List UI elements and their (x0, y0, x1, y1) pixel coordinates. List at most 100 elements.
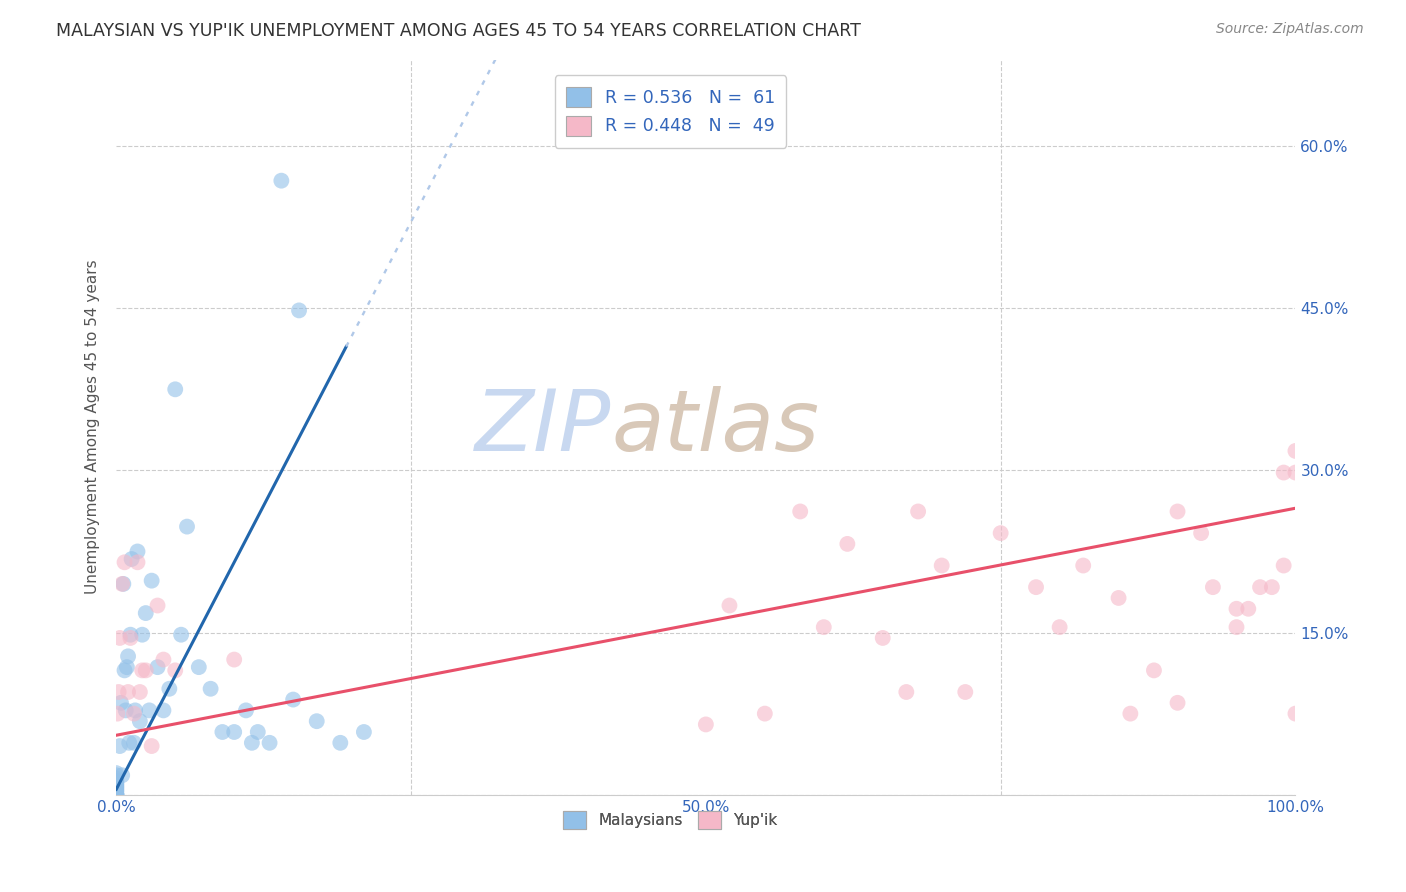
Point (146, 660, 169, 674)
Point (108, 739, 131, 753)
Point (246, 725, 269, 739)
Point (718, 599, 741, 613)
Point (118, 736, 141, 750)
Point (1249, 580, 1271, 594)
Point (1119, 706, 1142, 721)
Point (837, 537, 859, 551)
Point (1284, 444, 1306, 458)
Point (187, 660, 209, 674)
Point (1108, 591, 1130, 605)
Point (105, 788, 128, 802)
Legend: Malaysians, Yup'ik: Malaysians, Yup'ik (554, 802, 787, 838)
Point (108, 631, 131, 645)
Point (131, 664, 153, 678)
Point (105, 766, 128, 780)
Point (105, 788, 128, 802)
Point (105, 788, 128, 802)
Text: atlas: atlas (612, 385, 820, 468)
Point (1261, 580, 1284, 594)
Point (105, 781, 128, 796)
Point (110, 696, 132, 710)
Y-axis label: Unemployment Among Ages 45 to 54 years: Unemployment Among Ages 45 to 54 years (86, 260, 100, 594)
Point (105, 773, 128, 788)
Point (128, 685, 150, 699)
Point (329, 736, 352, 750)
Point (288, 303, 311, 318)
Point (105, 778, 128, 792)
Point (105, 785, 128, 799)
Point (896, 685, 918, 699)
Point (157, 681, 180, 696)
Text: MALAYSIAN VS YUP'IK UNEMPLOYMENT AMONG AGES 45 TO 54 YEARS CORRELATION CHART: MALAYSIAN VS YUP'IK UNEMPLOYMENT AMONG A… (56, 22, 860, 40)
Point (224, 652, 246, 666)
Point (127, 544, 149, 558)
Text: Source: ZipAtlas.com: Source: ZipAtlas.com (1216, 22, 1364, 37)
Point (122, 736, 145, 750)
Point (105, 776, 128, 790)
Point (1049, 620, 1071, 634)
Point (152, 703, 174, 717)
Point (117, 649, 139, 664)
Point (754, 706, 776, 721)
Point (111, 577, 134, 591)
Point (105, 788, 128, 802)
Point (105, 777, 128, 791)
Point (105, 788, 128, 802)
Point (1237, 601, 1260, 615)
Point (107, 706, 129, 721)
Point (127, 555, 149, 569)
Point (105, 774, 128, 789)
Point (240, 736, 263, 750)
Point (1025, 580, 1047, 594)
Point (121, 552, 143, 566)
Point (117, 685, 139, 699)
Point (955, 685, 977, 699)
Point (1143, 664, 1166, 678)
Point (695, 717, 717, 731)
Point (813, 620, 835, 634)
Point (112, 577, 135, 591)
Point (235, 703, 257, 717)
Point (114, 703, 136, 717)
Point (1167, 504, 1189, 518)
Point (200, 681, 222, 696)
Point (105, 780, 128, 794)
Point (305, 714, 328, 729)
Point (789, 504, 811, 518)
Point (120, 631, 142, 645)
Point (135, 664, 157, 678)
Point (107, 685, 129, 699)
Point (105, 783, 128, 797)
Point (146, 599, 169, 613)
Point (114, 555, 136, 569)
Point (111, 768, 134, 782)
Point (176, 519, 198, 533)
Point (872, 631, 894, 645)
Point (1272, 558, 1295, 573)
Point (114, 664, 136, 678)
Point (105, 779, 128, 793)
Point (1202, 580, 1225, 594)
Point (1167, 696, 1189, 710)
Point (1225, 620, 1247, 634)
Point (170, 628, 193, 642)
Point (165, 382, 187, 396)
Point (115, 660, 138, 674)
Point (353, 725, 375, 739)
Point (105, 788, 128, 802)
Point (270, 174, 292, 188)
Text: ZIP: ZIP (475, 385, 612, 468)
Point (105, 782, 128, 797)
Point (1284, 466, 1306, 480)
Point (141, 739, 163, 753)
Point (128, 714, 150, 729)
Point (141, 574, 163, 588)
Point (124, 703, 146, 717)
Point (259, 736, 281, 750)
Point (931, 558, 953, 573)
Point (120, 628, 142, 642)
Point (105, 784, 128, 798)
Point (224, 725, 246, 739)
Point (990, 526, 1012, 541)
Point (211, 725, 233, 739)
